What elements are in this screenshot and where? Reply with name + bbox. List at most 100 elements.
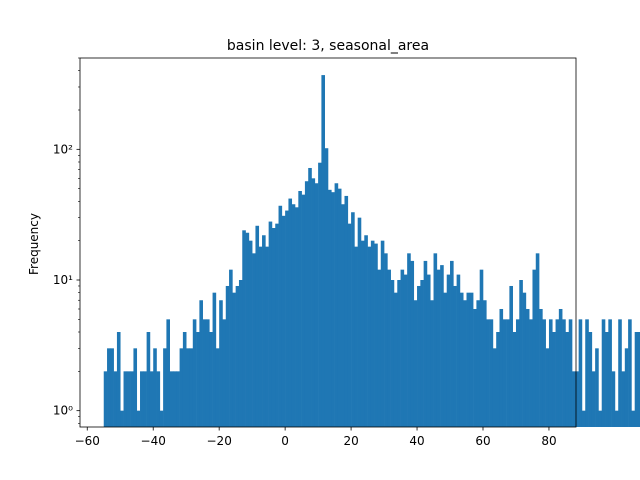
y-tick-label: 10¹ — [53, 273, 73, 287]
histogram-bar — [466, 292, 471, 427]
histogram-bar — [219, 300, 223, 427]
histogram-bar — [473, 308, 477, 427]
histogram-bars — [103, 75, 640, 428]
histogram-bar — [614, 410, 619, 427]
histogram-bar — [265, 246, 269, 427]
y-tick-label: 10⁰ — [53, 404, 73, 418]
histogram-bar — [173, 371, 177, 427]
histogram-bar — [179, 348, 184, 427]
histogram-bar — [344, 195, 349, 427]
histogram-bar — [545, 348, 550, 427]
histogram-bar — [631, 410, 635, 427]
y-axis-ticks: 10⁰ 10¹ 10² — [53, 57, 80, 424]
histogram-bar — [502, 319, 507, 427]
histogram-bar — [548, 319, 553, 427]
histogram-bar — [423, 260, 428, 427]
histogram-bar — [156, 371, 161, 427]
histogram-bar — [364, 235, 368, 427]
histogram-bar — [301, 194, 306, 427]
histogram-bar — [433, 253, 438, 427]
histogram-bar — [595, 348, 599, 427]
histogram-bar — [413, 300, 418, 427]
histogram-bar — [525, 308, 530, 427]
histogram-bar — [522, 292, 527, 427]
histogram-bar — [328, 189, 332, 427]
histogram-bar — [159, 410, 164, 427]
histogram-bar — [499, 308, 504, 427]
histogram-bar — [605, 332, 609, 427]
histogram-bar — [420, 280, 424, 427]
histogram-bar — [311, 178, 316, 427]
histogram-bar — [562, 319, 566, 427]
histogram-bar — [555, 319, 560, 427]
histogram-bar — [140, 371, 144, 427]
histogram-bar — [212, 292, 217, 427]
histogram-bar — [515, 319, 520, 427]
histogram-bar — [199, 300, 203, 427]
histogram-bar — [390, 280, 395, 427]
histogram-bar — [370, 240, 375, 427]
histogram-bar — [575, 371, 579, 427]
histogram-bar — [126, 371, 131, 427]
histogram-bar — [235, 285, 240, 427]
histogram-bar — [130, 371, 134, 427]
x-tick-label: −60 — [75, 434, 100, 448]
histogram-bar — [169, 371, 174, 427]
histogram-bar — [196, 332, 200, 427]
histogram-bar — [403, 274, 408, 427]
histogram-bar — [143, 371, 147, 427]
histogram-bar — [182, 332, 187, 427]
histogram-bar — [377, 269, 382, 427]
histogram-bar — [337, 188, 342, 427]
x-tick-label: 20 — [343, 434, 358, 448]
histogram-bar — [351, 212, 355, 427]
histogram-bar — [374, 243, 378, 427]
histogram-bar — [232, 292, 236, 427]
histogram-bar — [618, 319, 622, 427]
histogram-bar — [186, 348, 190, 427]
histogram-bar — [628, 319, 632, 427]
histogram-bar — [288, 198, 293, 427]
histogram-bar — [166, 319, 170, 427]
histogram-bar — [202, 319, 207, 427]
histogram-bar — [479, 269, 484, 427]
histogram-bar — [163, 348, 167, 427]
histogram-bar — [107, 348, 111, 427]
histogram-bar — [258, 246, 263, 427]
histogram-bar — [113, 371, 118, 427]
histogram-bar — [453, 285, 457, 427]
histogram-bar — [136, 410, 141, 427]
histogram-bar — [407, 253, 411, 427]
histogram-bar — [271, 228, 276, 427]
histogram-bar — [281, 215, 286, 427]
histogram-bar — [436, 269, 441, 427]
histogram-bar — [304, 181, 309, 427]
histogram-bar — [417, 285, 421, 427]
histogram-bar — [529, 319, 533, 427]
histogram-bar — [512, 332, 517, 427]
histogram-bar — [192, 319, 197, 427]
x-tick-label: −20 — [207, 434, 232, 448]
histogram-bar — [535, 253, 540, 427]
histogram-bar — [291, 204, 296, 427]
x-tick-label: −40 — [141, 434, 166, 448]
histogram-bar — [367, 246, 372, 427]
histogram-bar — [496, 332, 500, 427]
histogram-bar — [446, 274, 451, 427]
y-tick-label: 10² — [53, 142, 73, 156]
histogram-bar — [314, 183, 319, 427]
histogram-bar — [153, 348, 157, 427]
histogram-bar — [360, 240, 365, 427]
histogram-bar — [476, 300, 480, 427]
histogram-bar — [601, 319, 606, 427]
histogram-bar — [450, 260, 454, 427]
histogram-bar — [176, 371, 180, 427]
y-axis-label: Frequency — [27, 213, 41, 275]
histogram-bar — [483, 300, 487, 427]
x-tick-label: 60 — [475, 434, 490, 448]
histogram-bar — [380, 240, 385, 427]
histogram-bar — [578, 319, 583, 427]
histogram-bar — [242, 230, 246, 427]
histogram-bar — [248, 240, 253, 427]
histogram-bar — [426, 274, 431, 427]
